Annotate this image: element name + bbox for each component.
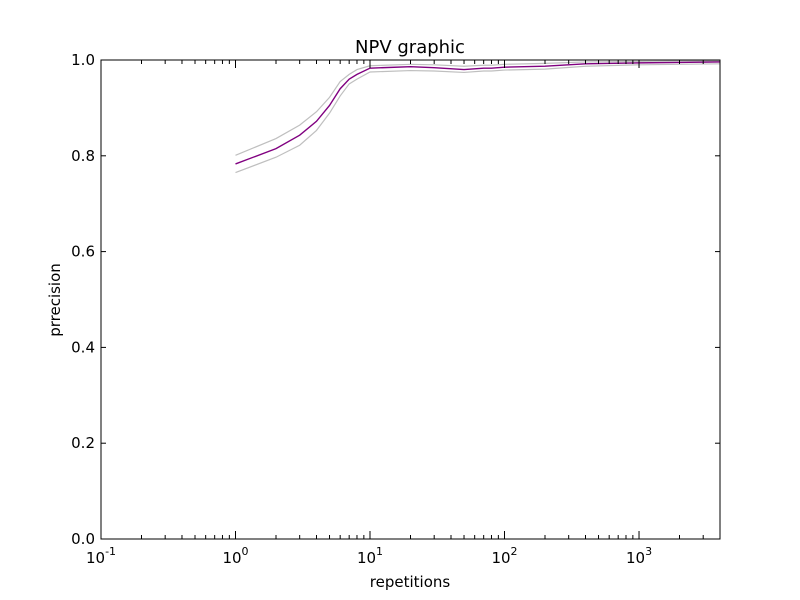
y-tick-label: 0.2 [71,434,95,452]
y-axis-label: prrecision [46,263,64,337]
series-line-lower [235,63,721,174]
y-tick-label: 0.0 [71,530,95,548]
x-tick-label: 100 [222,545,248,567]
x-axis-label: repetitions [370,573,451,591]
chart-title: NPV graphic [355,37,465,58]
ticks-layer: 0.0 0.2 0.4 0.6 0.8 1.0 10-1 100 101 102 103 [71,51,720,567]
x-tick-label: 101 [357,545,383,567]
y-tick-label: 0.6 [71,243,95,261]
x-tick-label: 102 [491,545,517,567]
y-tick-label: 0.4 [71,338,95,356]
series-layer [235,60,721,174]
y-tick-label: 1.0 [71,51,95,69]
series-line-mean [235,61,721,165]
x-tick-label: 10-1 [86,545,116,567]
y-tick-label: 0.8 [71,147,95,165]
series-line-upper [235,60,720,156]
x-tick-label: 103 [626,545,652,567]
plot-frame [100,59,721,540]
